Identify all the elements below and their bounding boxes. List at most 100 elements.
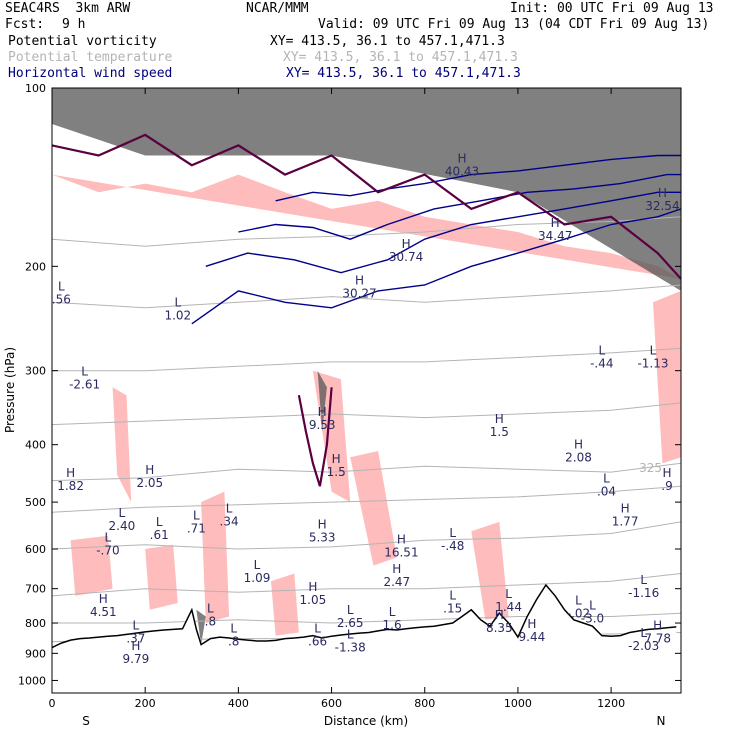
extremum-value: 2.47 [383,575,410,589]
y-tick-label: 900 [25,647,46,660]
extremum-value: 34.47 [538,229,572,243]
extremum-marker: L [347,603,354,617]
pv-contour [297,387,333,487]
extremum-value: -1.13 [637,356,668,370]
extremum-value: 1.5 [327,465,346,479]
pv-shaded-region [471,521,509,620]
terrain-line [52,583,677,649]
x-tick-label: 1200 [597,697,625,710]
high-pv-region [52,88,681,291]
pv-shaded-region [145,544,178,610]
extremum-value: 7.78 [644,632,671,646]
extremum-value: .61 [150,528,169,542]
extremum-value: -.44 [590,356,613,370]
init-time: Init: 00 UTC Fri 09 Aug 13 [510,1,714,16]
extremum-value: 1.02 [164,309,191,323]
extremum-marker: H [355,274,364,288]
extremum-marker: L [156,515,163,529]
extremum-value: 1.77 [612,514,639,528]
theta-contour [52,573,681,597]
extremum-value: 1.44 [495,600,522,614]
x-tick-label: 400 [228,697,249,710]
y-tick-label: 600 [25,543,46,556]
extremum-value: .56 [52,292,71,306]
extremum-marker: H [551,216,560,230]
y-tick-label: 400 [25,439,46,452]
legend-pv-coords: XY= 413.5, 36.1 to 457.1,471.3 [270,34,505,49]
extremum-value: 9.44 [519,630,546,644]
x-tick-label: 600 [321,697,342,710]
extremum-marker: H [621,501,630,515]
x-tick-label: 200 [135,697,156,710]
extremum-marker: L [603,471,610,485]
legend-wind-name: Horizontal wind speed [8,66,173,81]
theta-contour [52,612,681,624]
extremum-value: 40.43 [445,165,479,179]
extremum-value: .66 [308,635,327,649]
extremum-marker: H [653,619,662,633]
extremum-marker: L [226,501,233,515]
extremum-marker: H [495,608,504,622]
extremum-marker: L [589,598,596,612]
org-name: NCAR/MMM [246,1,309,16]
south-label: S [82,714,90,728]
extremum-value: -3.0 [581,611,604,625]
extremum-marker: L [207,602,214,616]
extremum-value: .71 [187,521,206,535]
high-pv-region [317,370,327,432]
extremum-marker: L [105,530,112,544]
extremum-value: 30.27 [342,287,376,301]
extremum-value: .34 [220,514,239,528]
extremum-value: 2.08 [565,450,592,464]
high-pv-region [196,609,206,645]
extremum-value: 9.53 [309,418,336,432]
extremum-value: 2.40 [109,519,136,533]
extremum-value: -1.38 [335,641,366,655]
wind-speed-contour [275,154,681,202]
extremum-marker: H [145,463,154,477]
y-tick-label: 1000 [18,674,46,687]
theta-contour [52,347,681,372]
extremum-value: .37 [126,632,145,646]
legend-pv-name: Potential vorticity [8,34,157,49]
plot-frame [51,87,682,694]
pv-contour [52,133,681,280]
extremum-marker: H [99,592,108,606]
extremum-value: 1.6 [383,618,402,632]
pv-shaded-region [271,573,299,636]
legend-theta-coords: XY= 413.5, 36.1 to 457.1,471.3 [283,50,518,65]
extremum-value: .8 [205,615,216,629]
y-tick-label: 700 [25,583,46,596]
theta-contour [52,485,681,513]
extremum-marker: H [402,237,411,251]
theta-contour [52,402,681,426]
model-name: SEAC4RS 3km ARW [5,1,131,16]
extremum-marker: L [389,605,396,619]
y-tick-label: 100 [25,82,46,95]
extremum-value: .04 [597,484,616,498]
extremum-marker: L [133,619,140,633]
extremum-marker: L [505,587,512,601]
north-label: N [657,714,666,728]
theta-contour [52,284,681,309]
extremum-marker: L [640,626,647,640]
extremum-marker: H [574,437,583,451]
extremum-value: 1.05 [300,593,327,607]
extremum-marker: H [457,152,466,166]
extremum-value: 16.51 [384,545,418,559]
extremum-value: 32.54 [645,199,679,213]
y-tick-label: 200 [25,260,46,273]
extremum-marker: H [397,532,406,546]
extremum-value: .15 [443,602,462,616]
extremum-marker: L [650,343,657,357]
below-ground-mask [52,585,677,693]
extremum-value: 30.74 [389,250,423,264]
extremum-marker: H [318,405,327,419]
extremum-value: -1.16 [628,586,659,600]
extremum-marker: L [58,279,65,293]
valid-time: Valid: 09 UTC Fri 09 Aug 13 (04 CDT Fri … [318,17,710,32]
extremum-marker: L [449,589,456,603]
extremum-marker: L [119,506,126,520]
extremum-marker: L [347,628,354,642]
